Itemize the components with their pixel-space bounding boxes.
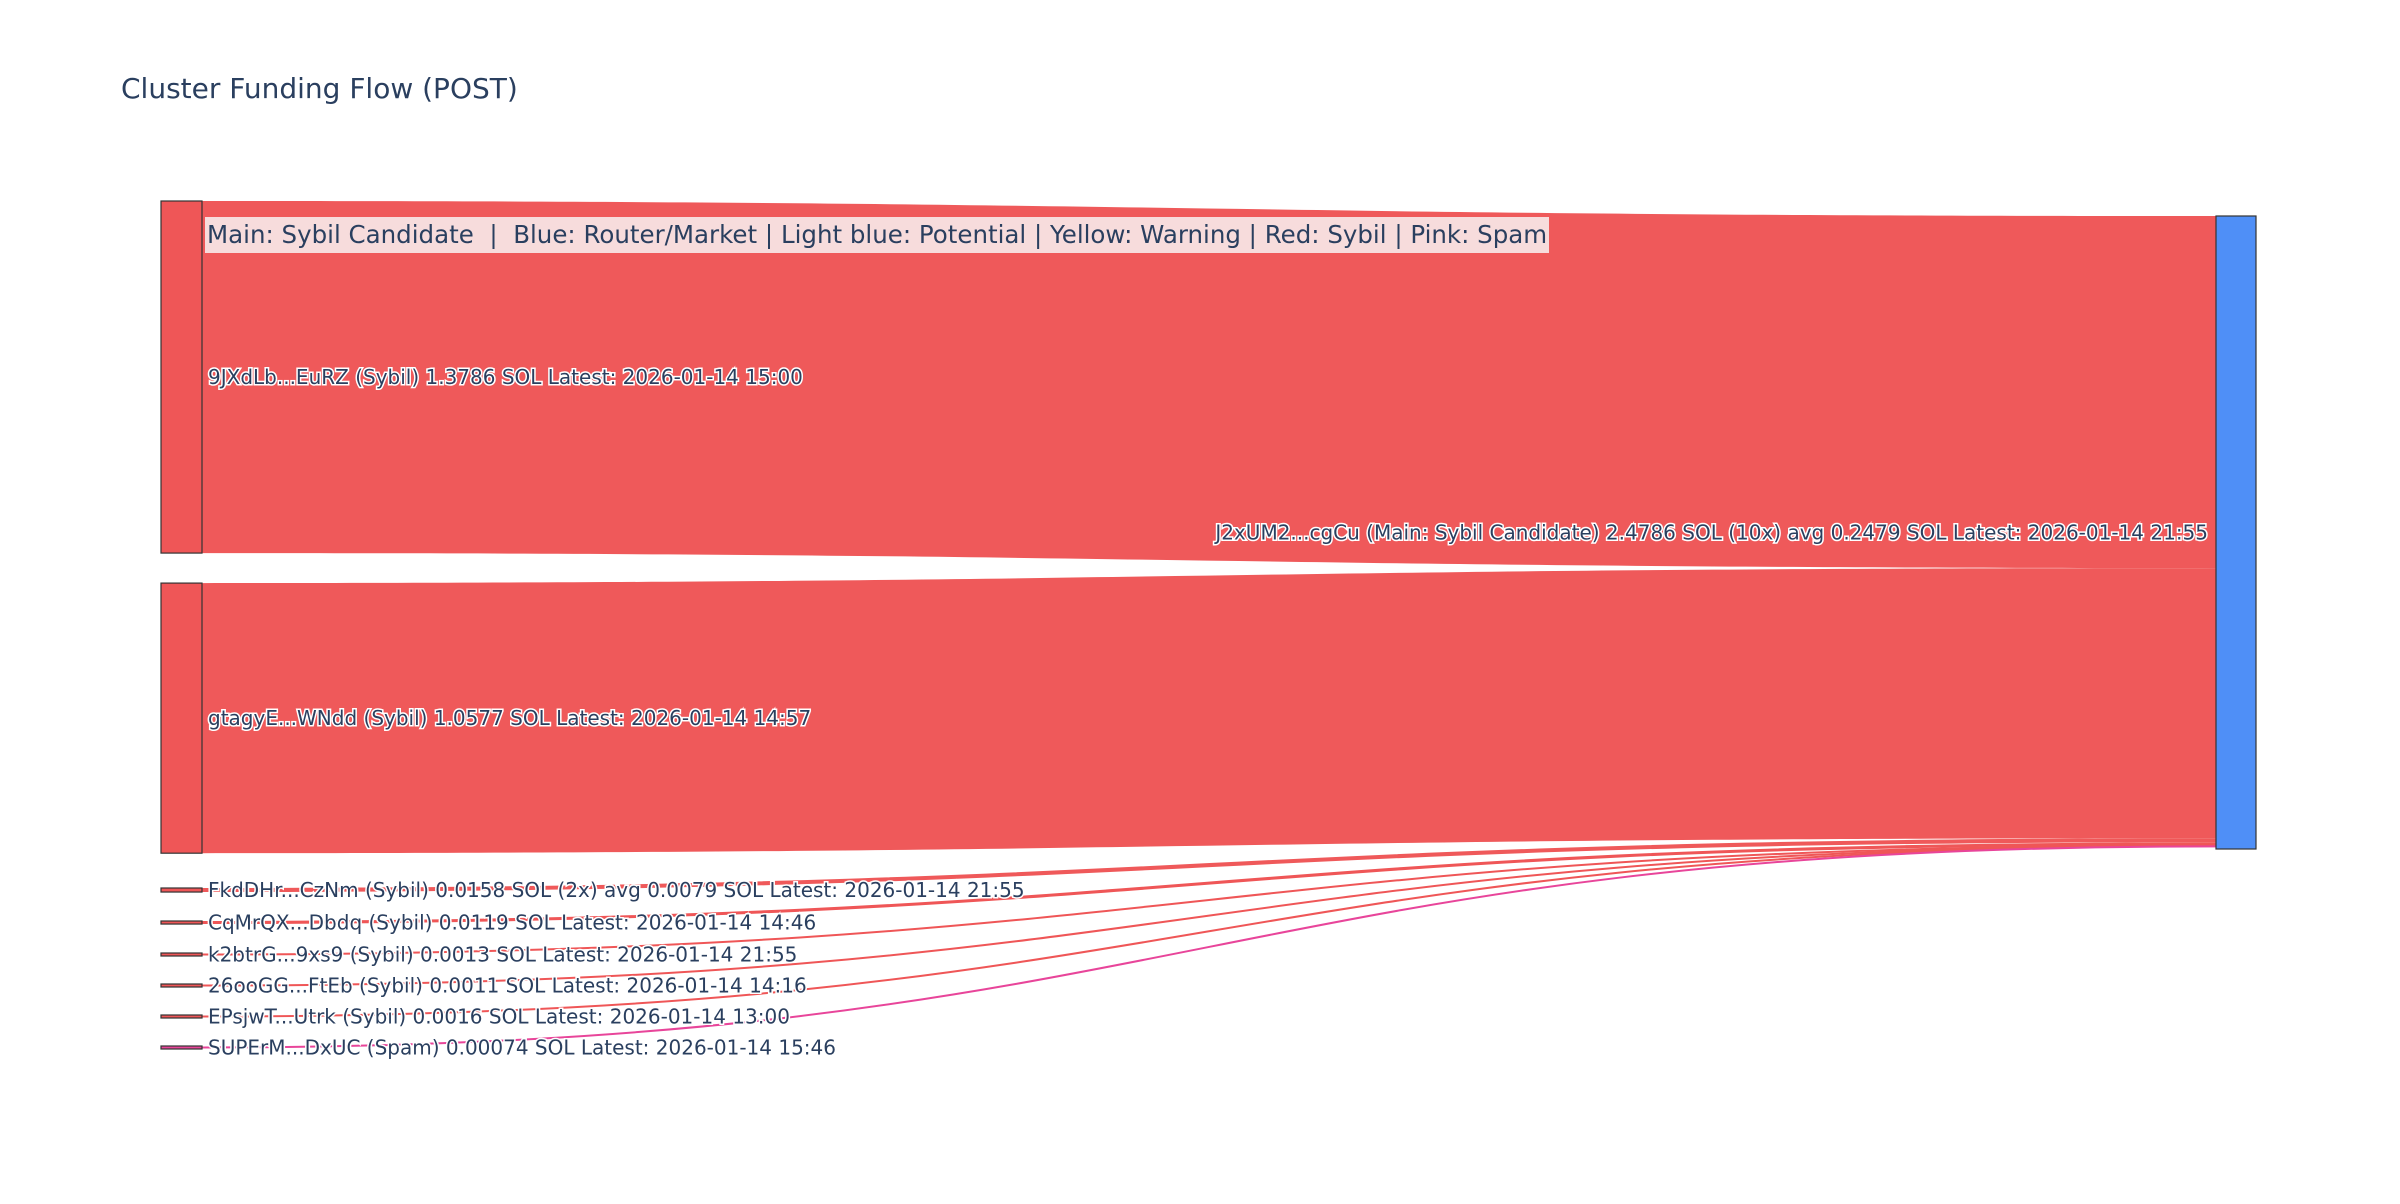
link-k2btrG <box>201 844 2217 956</box>
node-EPsjwT[interactable] <box>160 1014 203 1019</box>
label-SUPErM: SUPErM...DxUC (Spam) 0.00074 SOL Latest:… <box>208 1036 836 1060</box>
links-layer <box>201 201 2217 1049</box>
link-SUPErM <box>201 845 2217 1049</box>
link-gtagyE <box>202 568 2216 854</box>
legend-note: Main: Sybil Candidate | Blue: Router/Mar… <box>205 217 1550 253</box>
node-FkdDHr[interactable] <box>160 887 203 893</box>
nodes-layer <box>160 200 2257 1050</box>
node-gtagyE[interactable] <box>160 582 203 854</box>
node-k2btrG[interactable] <box>160 952 203 957</box>
link-CqMrQX <box>201 842 2217 925</box>
link-FkdDHr <box>202 838 2216 893</box>
node-9JXdLb[interactable] <box>160 200 203 554</box>
label-9JXdLb: 9JXdLb...EuRZ (Sybil) 1.3786 SOL Latest:… <box>208 365 803 389</box>
node-26ooGG[interactable] <box>160 983 203 988</box>
labels-layer: 9JXdLb...EuRZ (Sybil) 1.3786 SOL Latest:… <box>207 364 2210 1061</box>
link-26ooGG <box>201 844 2217 987</box>
label-26ooGG: 26ooGG...FtEb (Sybil) 0.0011 SOL Latest:… <box>208 974 807 998</box>
label-k2btrG: k2btrG...9xs9 (Sybil) 0.0013 SOL Latest:… <box>208 943 797 967</box>
node-SUPErM[interactable] <box>160 1045 203 1050</box>
label-CqMrQX: CqMrQX...Dbdq (Sybil) 0.0119 SOL Latest:… <box>208 911 816 935</box>
label-EPsjwT: EPsjwT...Utrk (Sybil) 0.0016 SOL Latest:… <box>208 1005 790 1029</box>
chart-title: Cluster Funding Flow (POST) <box>121 72 518 105</box>
label-FkdDHr: FkdDHr...CzNm (Sybil) 0.0158 SOL (2x) av… <box>208 878 1025 902</box>
label-gtagyE: gtagyE...WNdd (Sybil) 1.0577 SOL Latest:… <box>208 706 811 730</box>
link-9JXdLb <box>202 201 2216 569</box>
label-J2xUM2: J2xUM2...cgCu (Main: Sybil Candidate) 2.… <box>1213 521 2208 545</box>
link-EPsjwT <box>201 845 2217 1018</box>
node-CqMrQX[interactable] <box>160 920 203 925</box>
node-J2xUM2[interactable] <box>2215 215 2257 850</box>
